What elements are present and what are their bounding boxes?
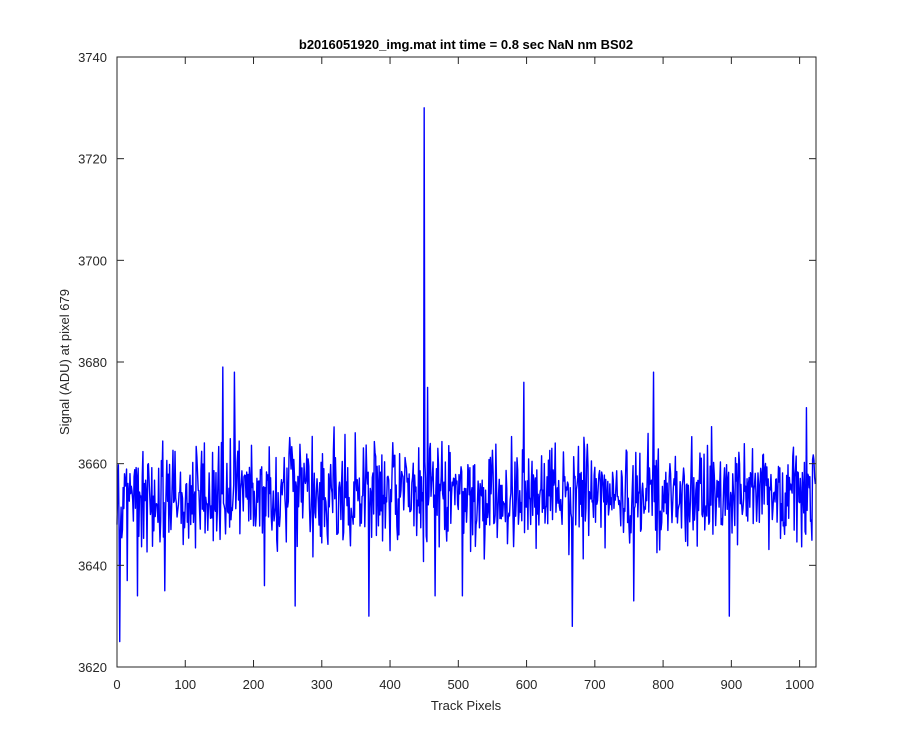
y-tick-label: 3660 bbox=[78, 457, 107, 472]
y-tick-label: 3720 bbox=[78, 152, 107, 167]
y-tick-label: 3640 bbox=[78, 558, 107, 573]
x-tick-label: 600 bbox=[516, 677, 538, 692]
x-tick-label: 500 bbox=[447, 677, 469, 692]
y-tick-label: 3620 bbox=[78, 660, 107, 675]
x-tick-label: 200 bbox=[243, 677, 265, 692]
series-line bbox=[116, 107, 817, 643]
x-tick-label: 700 bbox=[584, 677, 606, 692]
chart-title: b2016051920_img.mat int time = 0.8 sec N… bbox=[299, 37, 633, 52]
x-axis-label: Track Pixels bbox=[431, 698, 502, 713]
x-tick-label: 0 bbox=[113, 677, 120, 692]
x-tick-label: 900 bbox=[721, 677, 743, 692]
y-tick-label: 3680 bbox=[78, 355, 107, 370]
y-axis-label: Signal (ADU) at pixel 679 bbox=[57, 289, 72, 435]
x-tick-label: 100 bbox=[174, 677, 196, 692]
x-tick-label: 800 bbox=[652, 677, 674, 692]
y-tick-label: 3740 bbox=[78, 50, 107, 65]
x-tick-label: 300 bbox=[311, 677, 333, 692]
y-tick-label: 3700 bbox=[78, 253, 107, 268]
x-tick-label: 400 bbox=[379, 677, 401, 692]
x-tick-label: 1000 bbox=[785, 677, 814, 692]
